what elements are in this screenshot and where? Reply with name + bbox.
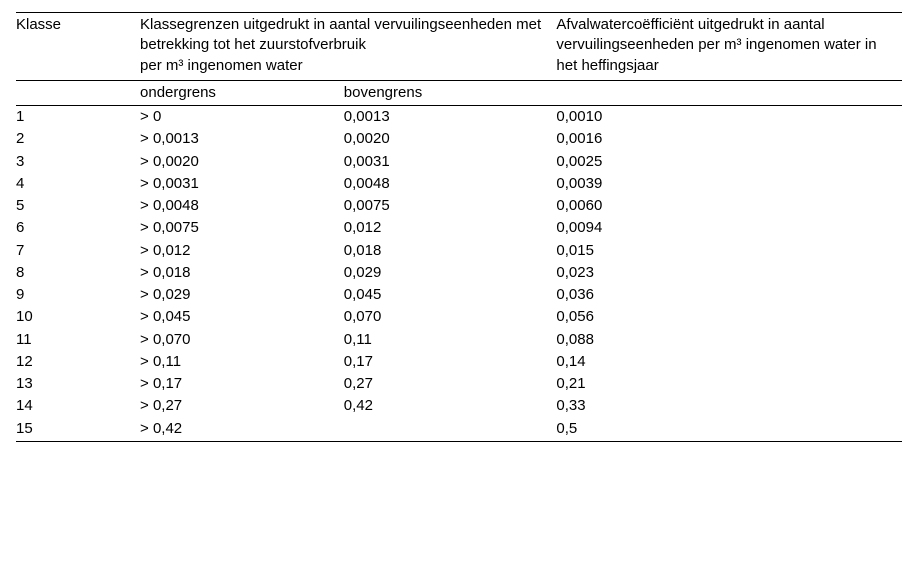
cell-bovengrens: 0,0075	[344, 195, 557, 217]
cell-klasse: 1	[16, 106, 140, 129]
cell-klasse: 7	[16, 240, 140, 262]
table-row: 11> 0,0700,110,088	[16, 329, 902, 351]
table-row: 5> 0,00480,00750,0060	[16, 195, 902, 217]
coefficient-table: Klasse Klassegrenzen uitgedrukt in aanta…	[16, 12, 902, 442]
cell-coef: 0,33	[556, 395, 902, 417]
cell-klasse: 11	[16, 329, 140, 351]
cell-ondergrens: > 0,018	[140, 262, 344, 284]
cell-klasse: 6	[16, 217, 140, 239]
cell-ondergrens: > 0,045	[140, 306, 344, 328]
cell-ondergrens: > 0,070	[140, 329, 344, 351]
cell-klasse: 3	[16, 151, 140, 173]
cell-ondergrens: > 0,0048	[140, 195, 344, 217]
col-subheader-blank-klasse	[16, 80, 140, 105]
col-subheader-blank-coef	[556, 80, 902, 105]
table-row: 2> 0,00130,00200,0016	[16, 128, 902, 150]
table-body: 1> 00,00130,00102> 0,00130,00200,00163> …	[16, 106, 902, 442]
cell-bovengrens: 0,018	[344, 240, 557, 262]
cell-klasse: 10	[16, 306, 140, 328]
cell-coef: 0,0016	[556, 128, 902, 150]
cell-coef: 0,0060	[556, 195, 902, 217]
table-row: 15> 0,42 0,5	[16, 418, 902, 442]
cell-bovengrens: 0,11	[344, 329, 557, 351]
cell-klasse: 5	[16, 195, 140, 217]
cell-ondergrens: > 0,0020	[140, 151, 344, 173]
table-row: 1> 00,00130,0010	[16, 106, 902, 129]
cell-coef: 0,0010	[556, 106, 902, 129]
cell-coef: 0,5	[556, 418, 902, 442]
cell-ondergrens: > 0	[140, 106, 344, 129]
cell-coef: 0,088	[556, 329, 902, 351]
cell-coef: 0,14	[556, 351, 902, 373]
cell-bovengrens: 0,0048	[344, 173, 557, 195]
cell-coef: 0,023	[556, 262, 902, 284]
cell-coef: 0,036	[556, 284, 902, 306]
cell-bovengrens: 0,42	[344, 395, 557, 417]
cell-ondergrens: > 0,17	[140, 373, 344, 395]
col-header-klasse: Klasse	[16, 13, 140, 81]
cell-klasse: 9	[16, 284, 140, 306]
cell-bovengrens: 0,0013	[344, 106, 557, 129]
cell-bovengrens: 0,029	[344, 262, 557, 284]
cell-coef: 0,056	[556, 306, 902, 328]
cell-ondergrens: > 0,42	[140, 418, 344, 442]
cell-coef: 0,0039	[556, 173, 902, 195]
cell-bovengrens	[344, 418, 557, 442]
cell-coef: 0,21	[556, 373, 902, 395]
cell-klasse: 12	[16, 351, 140, 373]
table-row: 3> 0,00200,00310,0025	[16, 151, 902, 173]
cell-coef: 0,0094	[556, 217, 902, 239]
table-row: 14> 0,270,420,33	[16, 395, 902, 417]
cell-bovengrens: 0,070	[344, 306, 557, 328]
cell-klasse: 2	[16, 128, 140, 150]
table-row: 9> 0,0290,0450,036	[16, 284, 902, 306]
table-row: 8> 0,0180,0290,023	[16, 262, 902, 284]
cell-bovengrens: 0,27	[344, 373, 557, 395]
col-header-coef: Afvalwatercoëfficiënt uitgedrukt in aant…	[556, 13, 902, 81]
cell-klasse: 13	[16, 373, 140, 395]
col-subheader-bovengrens: bovengrens	[344, 80, 557, 105]
cell-klasse: 15	[16, 418, 140, 442]
cell-ondergrens: > 0,0031	[140, 173, 344, 195]
table-row: 13> 0,170,270,21	[16, 373, 902, 395]
cell-klasse: 8	[16, 262, 140, 284]
cell-ondergrens: > 0,029	[140, 284, 344, 306]
col-header-klassegrenzen: Klassegrenzen uitgedrukt in aantal vervu…	[140, 13, 556, 81]
cell-klasse: 4	[16, 173, 140, 195]
col-subheader-ondergrens: ondergrens	[140, 80, 344, 105]
table-row: 7> 0,0120,0180,015	[16, 240, 902, 262]
table-row: 4> 0,00310,00480,0039	[16, 173, 902, 195]
cell-ondergrens: > 0,27	[140, 395, 344, 417]
table-row: 10> 0,0450,0700,056	[16, 306, 902, 328]
table-row: 6> 0,00750,0120,0094	[16, 217, 902, 239]
cell-ondergrens: > 0,0075	[140, 217, 344, 239]
cell-bovengrens: 0,012	[344, 217, 557, 239]
cell-bovengrens: 0,045	[344, 284, 557, 306]
cell-klasse: 14	[16, 395, 140, 417]
table-row: 12> 0,110,170,14	[16, 351, 902, 373]
cell-bovengrens: 0,17	[344, 351, 557, 373]
cell-ondergrens: > 0,11	[140, 351, 344, 373]
cell-coef: 0,015	[556, 240, 902, 262]
cell-ondergrens: > 0,0013	[140, 128, 344, 150]
cell-coef: 0,0025	[556, 151, 902, 173]
cell-bovengrens: 0,0020	[344, 128, 557, 150]
cell-bovengrens: 0,0031	[344, 151, 557, 173]
cell-ondergrens: > 0,012	[140, 240, 344, 262]
